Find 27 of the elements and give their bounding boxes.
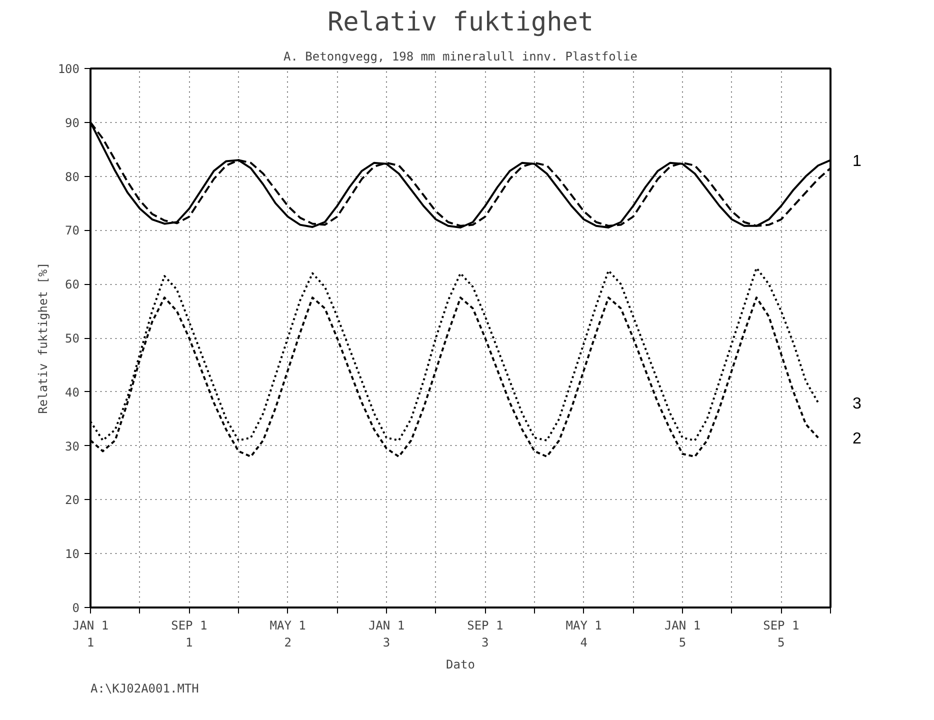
x-tick-label: SEP 1 5	[763, 618, 800, 650]
y-tick-label: 50	[65, 332, 80, 346]
text: 2	[852, 430, 862, 448]
x-tick-label: SEP 1 1	[171, 618, 208, 650]
y-tick-label: 60	[65, 278, 80, 292]
y-tick-label: 10	[65, 547, 80, 562]
y-tick-label: 80	[65, 170, 80, 184]
y-tick-label: 70	[65, 224, 80, 238]
x-tick-label: JAN 1 5	[664, 618, 701, 650]
series-label: 1	[852, 153, 862, 170]
y-tick-label: 90	[65, 116, 80, 130]
chart-title: Relativ fuktighet	[327, 8, 594, 38]
y-axis-title: Relativ fuktighet [%]	[36, 262, 50, 414]
x-tick-label: SEP 1 3	[467, 618, 504, 650]
x-tick-label: MAY 1 2	[270, 618, 306, 650]
text: 3	[852, 396, 862, 413]
y-tick-label: 0	[72, 601, 80, 615]
y-tick-label: 40	[65, 385, 80, 400]
x-axis-title: Dato	[446, 657, 475, 672]
x-tick-label: MAY 1 4	[566, 618, 602, 650]
x-tick-label: JAN 1 1	[72, 618, 109, 650]
x-tick-label: JAN 1 3	[368, 618, 405, 650]
y-tick-label: 30	[65, 439, 80, 454]
y-tick-label: 20	[65, 493, 80, 508]
chart-subtitle: A. Betongvegg, 198 mm mineralull innv. Plastfolie	[283, 50, 638, 64]
text: A:\KJ02A001.MTH	[90, 682, 199, 696]
y-tick-label: 100	[58, 62, 80, 76]
